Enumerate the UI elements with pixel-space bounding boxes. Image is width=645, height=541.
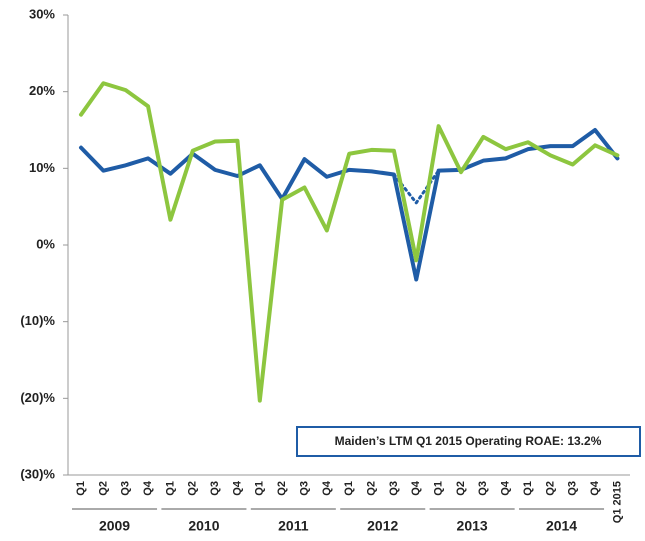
group-label: 2010 bbox=[188, 518, 219, 534]
x-tick-label: Q1 bbox=[522, 481, 534, 496]
y-tick-label: 10% bbox=[29, 160, 55, 175]
y-tick-label: (20)% bbox=[20, 390, 55, 405]
series-line bbox=[79, 81, 620, 403]
x-tick-label: Q4 bbox=[142, 480, 154, 496]
x-tick-label: Q4 bbox=[231, 480, 243, 496]
x-tick-label: Q3 bbox=[388, 481, 400, 496]
x-tick-label: Q4 bbox=[321, 480, 333, 496]
x-tick-label: Q4 bbox=[589, 480, 601, 496]
x-tick-label: Q3 bbox=[567, 481, 579, 496]
group-label: 2009 bbox=[99, 518, 130, 534]
series-line bbox=[79, 128, 620, 282]
group-label: 2014 bbox=[546, 518, 577, 534]
y-tick-label: 0% bbox=[36, 236, 55, 251]
y-tick-label: 20% bbox=[29, 83, 55, 98]
y-tick-label: 30% bbox=[29, 6, 55, 21]
annotation-box bbox=[296, 426, 641, 457]
x-tick-label: Q2 bbox=[97, 481, 109, 496]
group-label: 2011 bbox=[278, 518, 309, 534]
x-tick-label: Q4 bbox=[500, 480, 512, 496]
x-tick-label: Q3 bbox=[120, 481, 132, 496]
annotation: Maiden’s LTM Q1 2015 Operating ROAE: 13.… bbox=[335, 434, 602, 448]
x-tick-label: Q2 bbox=[365, 481, 377, 496]
group-label: 2012 bbox=[367, 518, 398, 534]
x-tick-label: Q1 bbox=[164, 481, 176, 496]
x-tick-label: Q3 bbox=[298, 481, 310, 496]
y-tick-label: (30)% bbox=[20, 466, 55, 481]
x-tick-label: Q1 bbox=[75, 481, 87, 496]
group-label: 2013 bbox=[457, 518, 488, 534]
x-tick-label: Q3 bbox=[209, 481, 221, 496]
y-tick-label: (10)% bbox=[20, 313, 55, 328]
x-tick-label: Q1 2015 bbox=[611, 481, 623, 523]
x-tick-label: Q1 bbox=[433, 481, 445, 496]
x-tick-label: Q2 bbox=[544, 481, 556, 496]
x-tick-label: Q3 bbox=[477, 481, 489, 496]
x-tick-label: Q2 bbox=[455, 481, 467, 496]
x-tick-label: Q1 bbox=[343, 481, 355, 496]
x-tick-label: Q4 bbox=[410, 480, 422, 496]
x-tick-label: Q2 bbox=[187, 481, 199, 496]
x-tick-label: Q1 bbox=[254, 481, 266, 496]
x-tick-label: Q2 bbox=[276, 481, 288, 496]
